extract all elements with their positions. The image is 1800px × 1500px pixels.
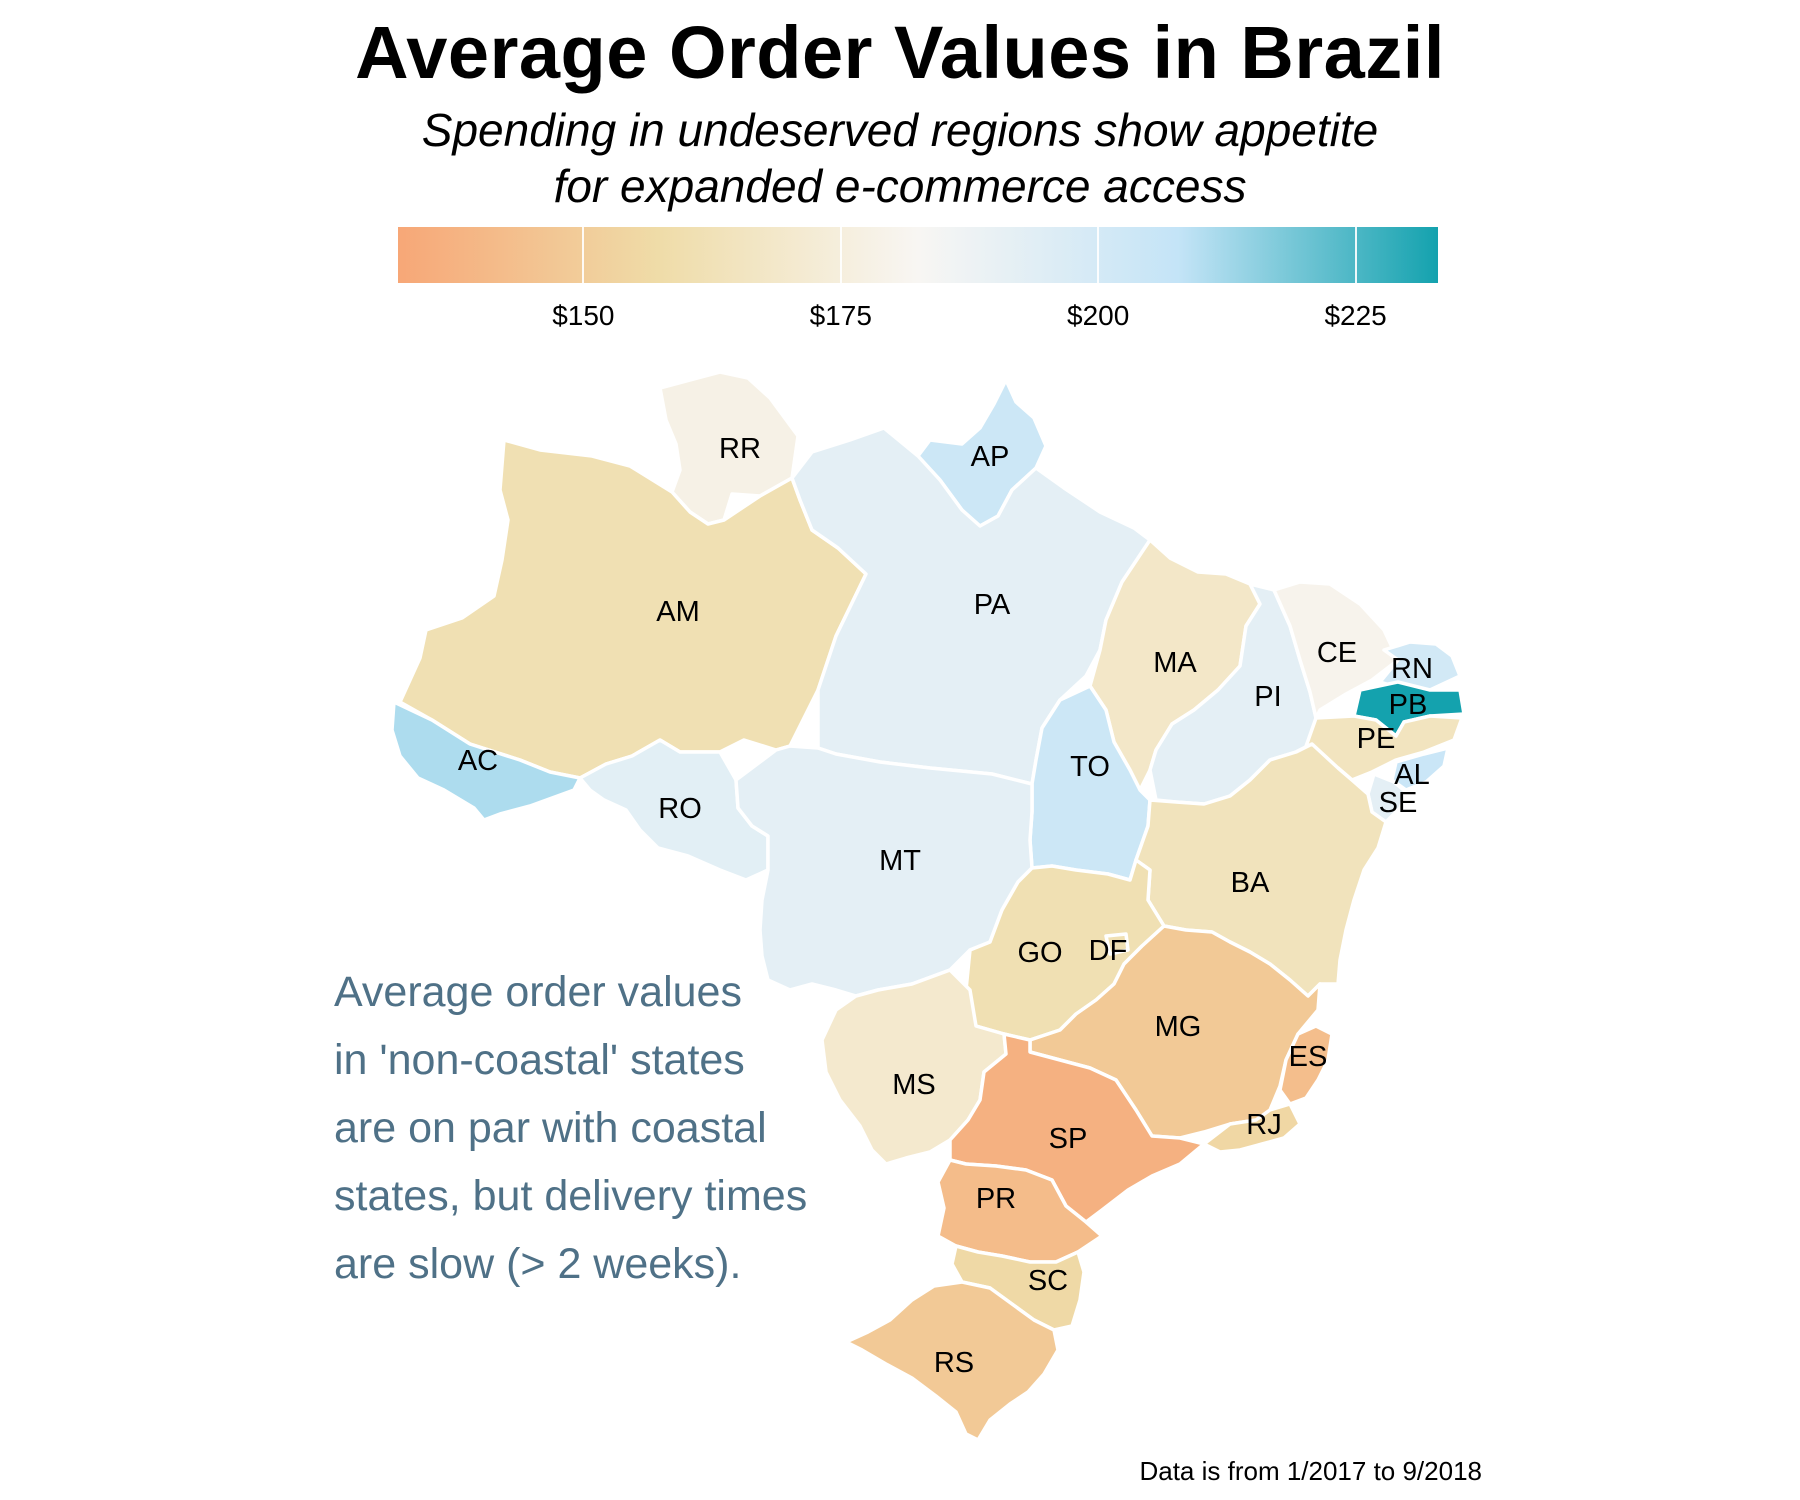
label-ro: RO bbox=[658, 793, 702, 825]
legend-label-3: $225 bbox=[1324, 300, 1387, 331]
label-sp: SP bbox=[1049, 1123, 1088, 1155]
legend-tick-3 bbox=[1354, 227, 1357, 283]
label-ac: AC bbox=[458, 745, 498, 777]
state-rr[interactable] bbox=[658, 370, 800, 526]
label-pi: PI bbox=[1254, 681, 1281, 713]
data-source-note: Data is from 1/2017 to 9/2018 bbox=[1139, 1456, 1482, 1486]
legend-label-0: $150 bbox=[552, 300, 615, 331]
state-labels: RR AP AM PA MA PI CE RN PB PE AL SE AC R… bbox=[458, 433, 1433, 1379]
state-mt[interactable] bbox=[734, 744, 1034, 998]
subtitle-line-2: for expanded e-commerce access bbox=[553, 160, 1247, 212]
legend-tick-1 bbox=[839, 227, 842, 283]
state-ce[interactable] bbox=[1272, 580, 1400, 720]
legend-tick-0 bbox=[582, 227, 585, 283]
state-regions bbox=[390, 370, 1466, 1442]
color-legend-bar bbox=[398, 227, 1438, 283]
label-ms: MS bbox=[892, 1069, 936, 1101]
subtitle-line-1: Spending in undeserved regions show appe… bbox=[421, 104, 1379, 156]
label-al: AL bbox=[1394, 759, 1429, 791]
state-rj[interactable] bbox=[1202, 1102, 1302, 1154]
label-ce: CE bbox=[1317, 637, 1357, 669]
legend-tick-2 bbox=[1097, 227, 1100, 283]
state-mg[interactable] bbox=[1028, 924, 1322, 1140]
map-subtitle: Spending in undeserved regions show appe… bbox=[0, 102, 1800, 214]
map-title: Average Order Values in Brazil bbox=[355, 11, 1445, 94]
label-to: TO bbox=[1070, 751, 1110, 783]
label-pe: PE bbox=[1357, 723, 1396, 755]
state-ac[interactable] bbox=[390, 700, 582, 822]
label-mt: MT bbox=[879, 845, 921, 877]
label-rn: RN bbox=[1391, 653, 1433, 685]
annotation-line-2: in 'non-coastal' states bbox=[334, 1036, 745, 1084]
label-am: AM bbox=[656, 596, 700, 628]
legend-label-2: $200 bbox=[1067, 300, 1130, 331]
label-pa: PA bbox=[974, 589, 1011, 621]
map-annotation: Average order values in 'non-coastal' st… bbox=[334, 958, 894, 1298]
label-pb: PB bbox=[1389, 689, 1428, 721]
label-rs: RS bbox=[934, 1347, 974, 1379]
state-df[interactable] bbox=[1104, 932, 1130, 956]
state-sp[interactable] bbox=[948, 1032, 1206, 1224]
label-rr: RR bbox=[719, 433, 761, 465]
label-es: ES bbox=[1289, 1041, 1328, 1073]
label-ba: BA bbox=[1231, 867, 1270, 899]
annotation-line-4: states, but delivery times bbox=[334, 1172, 808, 1220]
annotation-line-3: are on par with coastal bbox=[334, 1104, 767, 1152]
state-es[interactable] bbox=[1278, 1024, 1334, 1106]
state-am[interactable] bbox=[398, 438, 868, 780]
label-pr: PR bbox=[976, 1183, 1016, 1215]
label-mg: MG bbox=[1155, 1011, 1202, 1043]
label-df: DF bbox=[1089, 935, 1128, 967]
state-rs[interactable] bbox=[844, 1280, 1060, 1442]
state-rn[interactable] bbox=[1378, 640, 1462, 692]
annotation-line-5: are slow (> 2 weeks). bbox=[334, 1240, 742, 1288]
label-sc: SC bbox=[1028, 1265, 1068, 1297]
annotation-line-1: Average order values bbox=[334, 968, 742, 1016]
legend-label-1: $175 bbox=[809, 300, 872, 331]
label-se: SE bbox=[1379, 787, 1418, 819]
label-go: GO bbox=[1017, 937, 1062, 969]
label-ap: AP bbox=[971, 441, 1010, 473]
label-ma: MA bbox=[1153, 647, 1197, 679]
label-rj: RJ bbox=[1246, 1109, 1281, 1141]
